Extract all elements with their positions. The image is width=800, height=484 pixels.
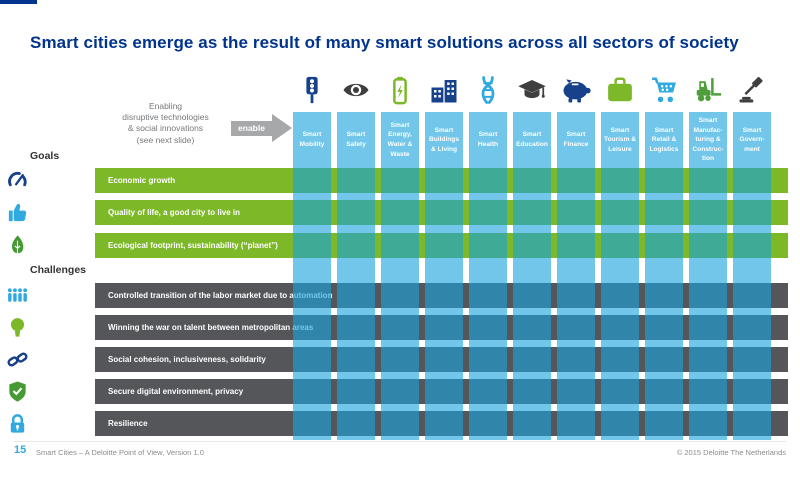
sector-label: Smart Retail & Logistics [649,126,679,153]
gauge-icon [6,169,29,192]
forklift-icon [693,75,723,105]
chain-icon [6,348,29,371]
enabler-note-line: Enabling [148,101,183,111]
shield-check-icon [6,380,29,403]
enabler-note-line: (see next slide) [136,134,195,145]
enable-arrow: enable [231,114,293,143]
lock-icon [6,412,29,435]
sector-label: Smart Tourism & Leisure [603,126,637,153]
sector-label: Smart Safety [346,131,366,148]
challenges-heading: Challenges [30,264,87,276]
sector-column-retail: Smart Retail & Logistics [645,112,683,440]
gavel-icon [737,75,767,105]
battery-icon [385,75,415,105]
footer-copyright: © 2015 Deloitte The Netherlands [676,448,786,457]
enable-arrow-shaft [231,121,272,136]
sector-column-safety: Smart Safety [337,112,375,440]
buildings-icon [429,75,459,105]
footer-divider [14,441,786,442]
goal-row-label: Quality of life, a good city to live in [108,208,241,217]
leaf-icon [6,234,29,257]
goal-row-label: Ecological footprint, sustainability (“p… [108,241,278,250]
challenge-row-label: Resilience [108,419,148,428]
challenge-row-label: Winning the war on talent between metrop… [108,323,314,332]
dna-icon [473,75,503,105]
sector-column-education: Smart Education [513,112,551,440]
sector-column-energy: Smart Energy, Water & Waste [381,112,419,440]
goals-heading: Goals [30,150,60,162]
sector-column-manufacturing: Smart Manufac­turing & Construc­tion [689,112,727,440]
enable-arrow-head [272,114,292,142]
goal-row-label: Economic growth [108,176,176,185]
sector-label: Smart Finance [563,131,589,148]
thumbs-up-icon [6,201,29,224]
sector-column-health: Smart Health [469,112,507,440]
lightbulb-icon [6,316,29,339]
footer-left-text: Smart Cities – A Deloitte Point of View,… [36,448,204,457]
cart-icon [649,75,679,105]
enabler-note: Enabling disruptive technologies & socia… [78,101,253,146]
enable-arrow-label: enable [238,123,265,133]
suitcase-icon [605,75,635,105]
sector-column-buildings: Smart Buildings & Living [425,112,463,440]
sector-column-finance: Smart Finance [557,112,595,440]
sector-label: Smart Energy, Water & Waste [387,121,413,158]
traffic-light-icon [297,75,327,105]
sector-column-government: Smart Govern­ment [733,112,771,440]
challenge-row-label: Controlled transition of the labor marke… [108,291,333,300]
sector-column-tourism: Smart Tourism & Leisure [601,112,639,440]
piggy-bank-icon [561,75,591,105]
challenge-row-label: Secure digital environment, privacy [108,387,244,396]
eye-icon [341,75,371,105]
graduation-cap-icon [517,75,547,105]
enabler-note-line: & social innovations [127,123,204,134]
challenge-row-label: Social cohesion, inclusiveness, solidari… [108,355,266,364]
sector-label: Smart Education [516,131,548,148]
sector-label: Smart Health [477,131,499,148]
sector-label: Smart Govern­ment [739,126,765,153]
top-accent-bar [0,0,37,4]
sector-column-mobility: Smart Mobility [293,112,331,440]
sector-label: Smart Buildings & Living [428,126,460,153]
footer-page-number: 15 [14,444,27,456]
enabler-note-line: disruptive technologies [122,112,209,123]
sector-label: Smart Manufac­turing & Construc­tion [692,117,724,163]
people-icon [6,284,29,307]
page-title: Smart cities emerge as the result of man… [30,33,739,52]
sector-label: Smart Mobility [299,131,325,148]
